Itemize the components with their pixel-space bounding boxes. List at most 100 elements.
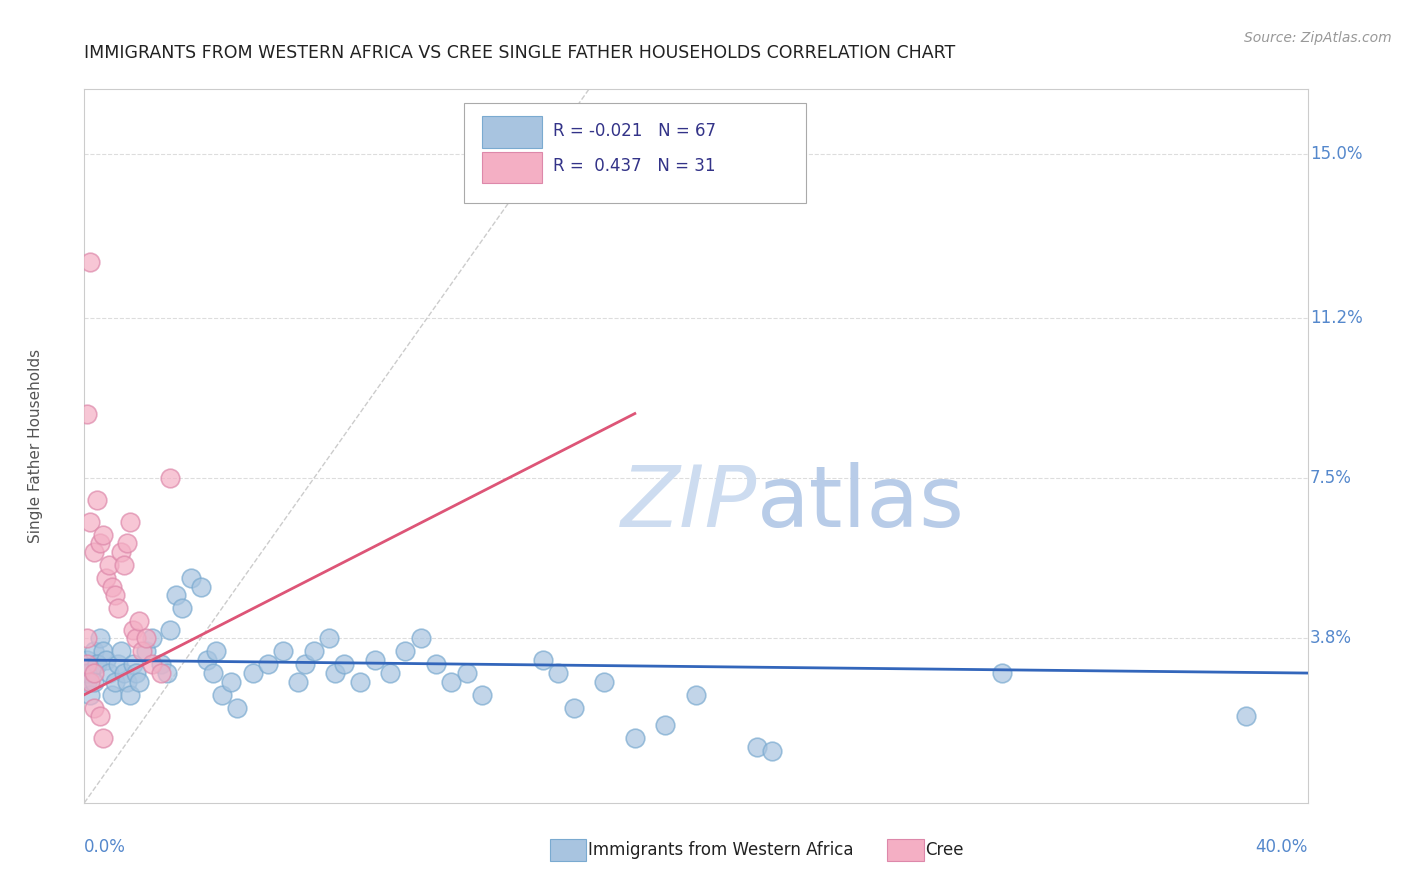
Point [271,644,294,658]
Text: Immigrants from Western Africa: Immigrants from Western Africa [588,841,853,859]
Point [76,657,98,672]
Point [83,545,105,559]
Text: Source: ZipAtlas.com: Source: ZipAtlas.com [1244,31,1392,45]
Point [83,666,105,681]
Point [149,657,172,672]
Point [159,471,181,485]
Point [302,644,325,658]
Point [86,657,108,672]
Point [141,657,163,672]
Point [547,666,569,681]
Point [172,601,194,615]
Text: R =  0.437   N = 31: R = 0.437 N = 31 [553,157,716,175]
Text: IMMIGRANTS FROM WESTERN AFRICA VS CREE SINGLE FATHER HOUSEHOLDS CORRELATION CHAR: IMMIGRANTS FROM WESTERN AFRICA VS CREE S… [84,45,956,62]
Point [149,666,172,681]
Point [120,515,142,529]
Point [211,688,233,702]
Point [380,666,402,681]
Point [86,657,108,672]
Point [318,632,340,646]
Point [165,588,187,602]
Point [323,666,346,681]
Point [91,731,114,745]
Point [685,688,707,702]
Point [1234,709,1257,723]
Point [180,571,202,585]
Point [94,571,117,585]
Point [89,709,111,723]
Point [79,688,101,702]
Point [83,674,105,689]
Point [76,632,98,646]
Text: 15.0%: 15.0% [1310,145,1362,163]
Point [156,666,179,681]
FancyBboxPatch shape [482,116,541,148]
Point [205,644,228,658]
Text: 40.0%: 40.0% [1256,838,1308,856]
Point [409,632,432,646]
Point [76,407,98,421]
Point [747,739,769,754]
Point [125,666,148,681]
Point [107,601,129,615]
Point [86,493,108,508]
Point [128,674,150,689]
Point [79,674,101,689]
Point [593,674,616,689]
Point [531,653,554,667]
Point [190,580,212,594]
Text: 0.0%: 0.0% [84,838,127,856]
Text: 3.8%: 3.8% [1310,630,1353,648]
Point [83,644,105,658]
Point [120,688,142,702]
Point [112,558,135,572]
Point [125,632,148,646]
Point [394,644,416,658]
Point [104,588,127,602]
Point [349,674,371,689]
Text: R = -0.021   N = 67: R = -0.021 N = 67 [553,122,716,140]
Point [110,545,132,559]
Point [91,527,114,541]
Point [294,657,316,672]
Text: ZIP: ZIP [621,461,758,545]
Point [219,674,242,689]
Point [131,644,153,658]
Point [79,515,101,529]
Text: 11.2%: 11.2% [1310,310,1362,327]
Point [97,558,120,572]
Point [226,700,249,714]
Point [654,718,676,732]
Point [128,614,150,628]
Point [101,580,124,594]
Point [364,653,387,667]
Point [135,632,157,646]
Point [761,744,783,758]
Point [76,666,98,681]
Point [107,657,129,672]
Text: Single Father Households: Single Father Households [28,349,44,543]
Point [242,666,264,681]
Point [440,674,463,689]
FancyBboxPatch shape [482,152,541,184]
Point [83,700,105,714]
Point [135,644,157,658]
Text: Cree: Cree [925,841,963,859]
Point [122,623,145,637]
Point [94,653,117,667]
Point [425,657,447,672]
Point [112,666,135,681]
Text: 7.5%: 7.5% [1310,469,1353,487]
Point [76,653,98,667]
Point [624,731,647,745]
Point [79,255,101,269]
Point [562,700,585,714]
Point [76,674,98,689]
Point [159,623,181,637]
Point [456,666,478,681]
Point [115,674,138,689]
Point [141,632,163,646]
Point [991,666,1014,681]
Point [287,674,309,689]
Point [79,666,101,681]
